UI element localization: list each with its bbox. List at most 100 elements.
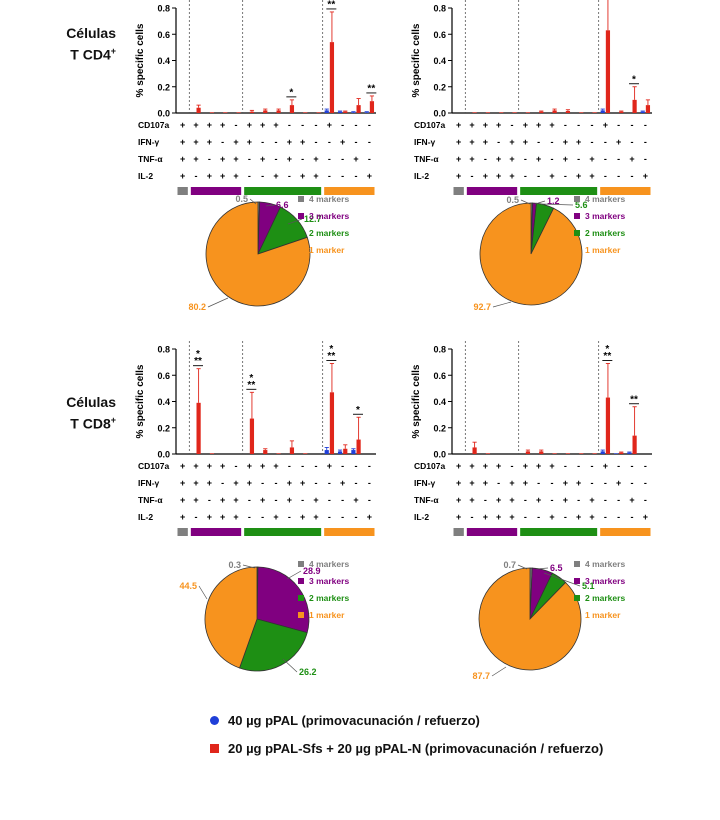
marker-group-bar bbox=[190, 187, 242, 195]
marker-sign: - bbox=[355, 120, 358, 130]
marker-sign: - bbox=[591, 461, 594, 471]
pie-value-label: 5.6 bbox=[575, 200, 588, 210]
pie-slice bbox=[239, 618, 308, 672]
pie-value-label: 0.3 bbox=[228, 560, 241, 570]
legend-dot-blue bbox=[210, 716, 219, 725]
marker-sign: + bbox=[233, 478, 238, 488]
bar-group1 bbox=[351, 450, 356, 454]
marker-sign: + bbox=[576, 512, 581, 522]
marker-sign: - bbox=[511, 120, 514, 130]
marker-sign: - bbox=[631, 512, 634, 522]
pie-legend-label: 1 marker bbox=[309, 245, 345, 255]
marker-sign: + bbox=[260, 120, 265, 130]
y-tick-label: 0.2 bbox=[433, 423, 446, 433]
marker-sign: + bbox=[509, 137, 514, 147]
bar-group2 bbox=[472, 112, 477, 113]
marker-sign: + bbox=[643, 512, 648, 522]
marker-sign: + bbox=[247, 461, 252, 471]
pie-legend-label: 2 markers bbox=[309, 593, 349, 603]
marker-sign: - bbox=[591, 120, 594, 130]
bar-panel-2: 0.0 0.2 0.4 0.6 0.8 % specific cells * CD107a + +… bbox=[411, 0, 652, 195]
pie-legend-swatch bbox=[574, 247, 580, 253]
significance-mark: ** bbox=[247, 380, 255, 391]
marker-sign: - bbox=[288, 461, 291, 471]
bar-group2 bbox=[512, 112, 517, 113]
bar-group1 bbox=[351, 112, 356, 113]
bar-group2 bbox=[592, 453, 597, 454]
bar-group2 bbox=[303, 112, 308, 113]
y-tick-label: 0.6 bbox=[157, 30, 170, 40]
bar-group2 bbox=[209, 453, 215, 454]
marker-sign: - bbox=[551, 137, 554, 147]
bar-group2 bbox=[289, 447, 295, 454]
legend-label-group1: 40 µg pPAL (primovacunación / refuerzo) bbox=[228, 713, 480, 728]
bar-group2 bbox=[343, 448, 348, 454]
pie-label-leader bbox=[492, 301, 512, 308]
bar-group2 bbox=[485, 112, 491, 113]
marker-sign: + bbox=[536, 154, 541, 164]
pie-label-leader bbox=[249, 198, 257, 205]
y-tick-label: 0.0 bbox=[433, 450, 446, 460]
marker-sign: - bbox=[577, 461, 580, 471]
pie-slice bbox=[205, 201, 311, 307]
marker-sign: + bbox=[469, 461, 474, 471]
marker-sign: - bbox=[497, 478, 500, 488]
marker-sign: + bbox=[576, 137, 581, 147]
marker-sign: + bbox=[456, 120, 461, 130]
pie-value-label: 1.2 bbox=[547, 196, 560, 206]
marker-sign: + bbox=[456, 512, 461, 522]
y-tick-label: 0.4 bbox=[157, 397, 170, 407]
bar-group1 bbox=[337, 451, 343, 454]
marker-sign: + bbox=[180, 478, 185, 488]
pie-chart-1: 0.5 6.6 12.7 80.2 4 markers 3 markers 2 marker… bbox=[188, 194, 349, 312]
bar-group2 bbox=[499, 112, 504, 113]
marker-sign: + bbox=[509, 171, 514, 181]
row-label-cd8-sup: + bbox=[110, 415, 116, 425]
marker-sign: - bbox=[275, 137, 278, 147]
significance-mark: ** bbox=[630, 394, 638, 405]
marker-sign: + bbox=[260, 495, 265, 505]
marker-sign: + bbox=[576, 478, 581, 488]
marker-sign: + bbox=[207, 171, 212, 181]
bar-group2 bbox=[369, 101, 375, 113]
marker-sign: - bbox=[484, 154, 487, 164]
marker-sign: - bbox=[355, 512, 358, 522]
bar-group2 bbox=[263, 110, 268, 113]
marker-sign: + bbox=[273, 171, 278, 181]
marker-label: IFN-γ bbox=[414, 478, 436, 488]
bar-group2 bbox=[196, 107, 201, 113]
marker-sign: - bbox=[591, 137, 594, 147]
bar-group2 bbox=[539, 111, 544, 113]
pie-label-leader bbox=[242, 564, 256, 569]
pie-value-label: 92.7 bbox=[473, 302, 491, 312]
marker-sign: + bbox=[207, 120, 212, 130]
row-label-cd4-line2: T CD4 bbox=[70, 46, 111, 63]
marker-sign: + bbox=[193, 137, 198, 147]
marker-sign: - bbox=[221, 137, 224, 147]
marker-group-bar bbox=[244, 528, 322, 536]
marker-sign: - bbox=[604, 478, 607, 488]
marker-sign: - bbox=[617, 512, 620, 522]
significance-mark: ** bbox=[367, 83, 375, 94]
marker-sign: - bbox=[341, 461, 344, 471]
marker-sign: - bbox=[248, 154, 251, 164]
marker-sign: - bbox=[288, 171, 291, 181]
pie-legend-label: 4 markers bbox=[585, 559, 625, 569]
marker-sign: - bbox=[328, 512, 331, 522]
marker-sign: - bbox=[368, 120, 371, 130]
marker-sign: + bbox=[247, 120, 252, 130]
pie-value-label: 80.2 bbox=[188, 302, 206, 312]
bar-panel-4: 0.00.20.40.60.8% specific cells*****CD10… bbox=[411, 341, 652, 536]
marker-sign: + bbox=[509, 512, 514, 522]
marker-sign: + bbox=[287, 478, 292, 488]
marker-sign: + bbox=[563, 495, 568, 505]
marker-sign: + bbox=[616, 137, 621, 147]
pie-chart-2: 0.5 1.2 5.6 92.7 4 markers 3 markers 2 markers… bbox=[473, 194, 625, 312]
y-tick-label: 0.4 bbox=[433, 397, 446, 407]
bar-group2 bbox=[276, 110, 281, 113]
y-axis-label: % specific cells bbox=[135, 364, 146, 438]
marker-sign: - bbox=[368, 154, 371, 164]
bar-group1 bbox=[324, 110, 329, 113]
marker-sign: + bbox=[616, 478, 621, 488]
marker-sign: - bbox=[368, 478, 371, 488]
